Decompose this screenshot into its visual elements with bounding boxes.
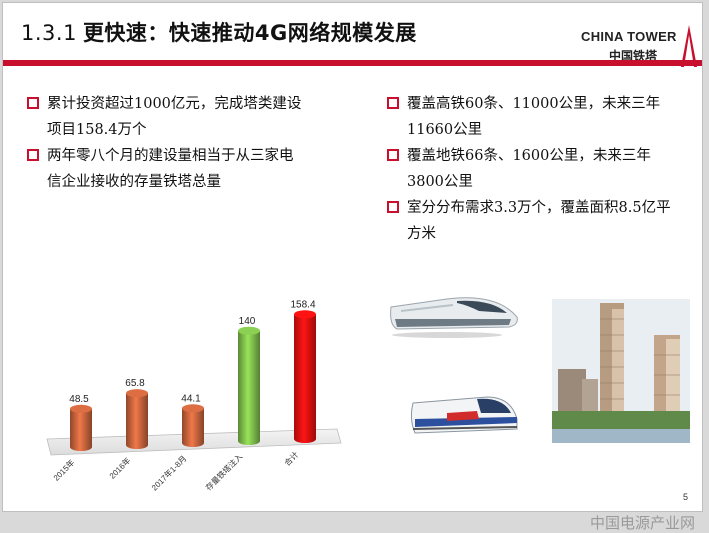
- bullet-box-icon: [387, 149, 399, 161]
- bullet-item: 覆盖地铁66条、1600公里，未来三年 3800公里: [387, 143, 695, 195]
- bar-cap: [126, 389, 148, 398]
- slide-title: 1.3.1 更快速：快速推动4G网络规模发展: [21, 17, 417, 47]
- left-bullet-list: 累计投资超过1000亿元，完成塔类建设 项目158.4万个 两年零八个月的建设量…: [27, 91, 347, 195]
- bullet-line: 覆盖地铁66条、1600公里，未来三年: [407, 148, 651, 164]
- category-label: 2016年: [107, 455, 132, 480]
- bullet-box-icon: [387, 201, 399, 213]
- category-label: 2017年1-8月: [149, 453, 188, 492]
- bar-cap: [182, 404, 204, 413]
- data-label: 158.4: [290, 299, 315, 310]
- high-speed-train-image: [390, 297, 518, 338]
- bar-chart: 48.5 2015年 65.8 2016年 44.1 2017年1-8月 140 存量铁塔注入…: [46, 299, 342, 492]
- section-number: 1.3.1: [21, 21, 77, 45]
- bullet-line: 累计投资超过1000亿元，完成塔类建设: [47, 96, 302, 112]
- slide: 1.3.1 更快速：快速推动4G网络规模发展 CHINA TOWER 中国铁塔 累…: [2, 2, 703, 512]
- logo-english: CHINA TOWER: [581, 29, 677, 44]
- bullet-line: 11660公里: [407, 122, 483, 138]
- data-label: 65.8: [125, 378, 145, 389]
- data-label: 140: [239, 316, 256, 327]
- category-label: 2015年: [51, 457, 76, 482]
- bullet-item: 覆盖高铁60条、11000公里，未来三年 11660公里: [387, 91, 695, 143]
- bar: [294, 314, 316, 443]
- bar: [238, 330, 260, 445]
- bullet-line: 项目158.4万个: [47, 122, 147, 138]
- bullet-line: 覆盖高铁60条、11000公里，未来三年: [407, 96, 661, 112]
- watermark-text: 中国电源产业网: [590, 514, 696, 532]
- bullet-box-icon: [27, 97, 39, 109]
- bullet-box-icon: [387, 97, 399, 109]
- data-label: 44.1: [181, 393, 201, 404]
- title-text: 更快速：快速推动4G网络规模发展: [82, 21, 417, 45]
- buildings-image: [552, 299, 690, 443]
- bar: [70, 408, 92, 451]
- category-label: 合计: [282, 449, 300, 467]
- bullet-box-icon: [27, 149, 39, 161]
- bullet-item: 室分分布需求3.3万个，覆盖面积8.5亿平 方米: [387, 195, 695, 247]
- bullet-line: 信企业接收的存量铁塔总量: [47, 174, 221, 190]
- bullet-line: 两年零八个月的建设量相当于从三家电: [47, 148, 294, 164]
- page-number: 5: [683, 492, 689, 502]
- tower-logo-icon: [681, 25, 697, 67]
- category-label: 存量铁塔注入: [203, 451, 244, 492]
- bar: [126, 393, 148, 449]
- china-tower-logo: CHINA TOWER 中国铁塔: [581, 25, 699, 69]
- right-bullet-list: 覆盖高铁60条、11000公里，未来三年 11660公里 覆盖地铁66条、160…: [387, 91, 695, 247]
- bullet-line: 室分分布需求3.3万个，覆盖面积8.5亿平: [407, 200, 671, 216]
- bar-cap: [294, 310, 316, 319]
- bullet-line: 3800公里: [407, 174, 473, 190]
- bullet-item: 累计投资超过1000亿元，完成塔类建设 项目158.4万个: [27, 91, 347, 143]
- bar-cap: [70, 404, 92, 413]
- logo-chinese: 中国铁塔: [609, 49, 658, 63]
- bullet-line: 方米: [407, 226, 436, 242]
- bullet-item: 两年零八个月的建设量相当于从三家电 信企业接收的存量铁塔总量: [27, 143, 347, 195]
- subway-train-image: [410, 396, 518, 434]
- data-label: 48.5: [69, 394, 89, 405]
- bar-cap: [238, 326, 260, 335]
- title-divider: [3, 60, 702, 66]
- bar: [182, 408, 204, 447]
